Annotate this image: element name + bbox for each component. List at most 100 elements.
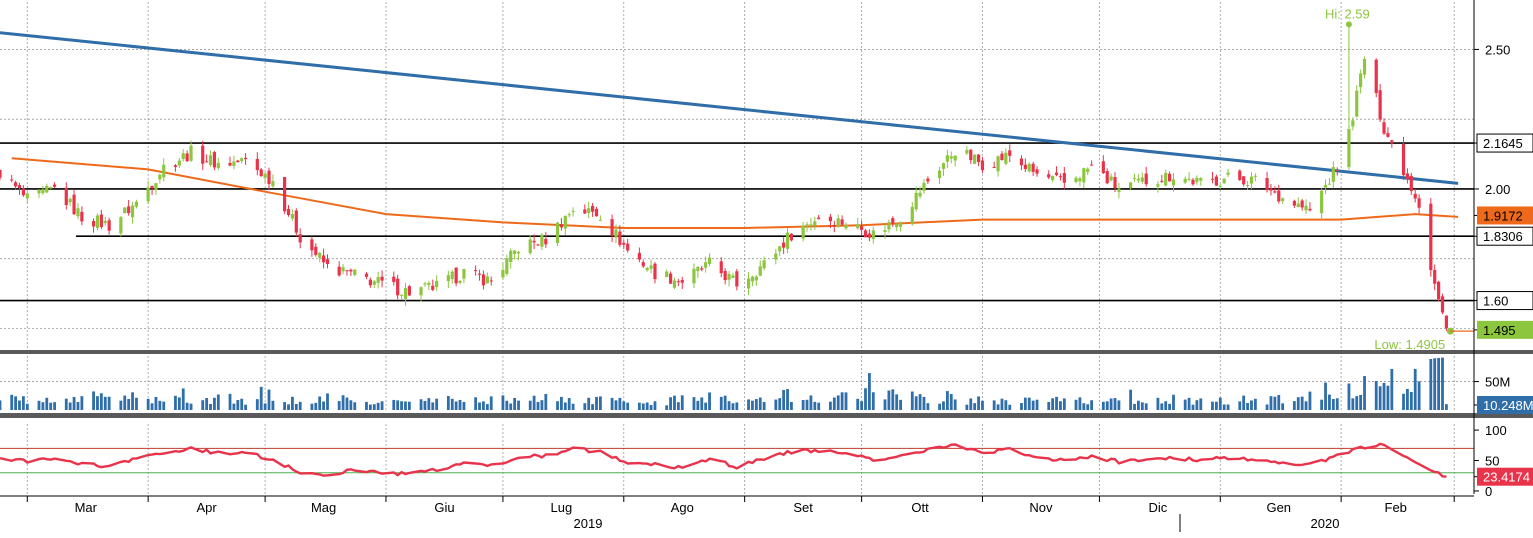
candle-body xyxy=(1242,176,1246,185)
volume-bar xyxy=(489,396,493,410)
volume-bar xyxy=(887,390,891,410)
candle-body xyxy=(1351,120,1355,127)
volume-bar xyxy=(1413,368,1417,410)
high-marker xyxy=(1345,21,1352,28)
candle-body xyxy=(1023,164,1027,170)
candle-body xyxy=(1269,188,1273,191)
volume-bar xyxy=(127,398,131,410)
candle-body xyxy=(727,273,731,280)
candle-body xyxy=(392,276,396,282)
candle-body xyxy=(21,188,25,196)
panel-separator xyxy=(0,350,1533,354)
volume-bar xyxy=(450,398,454,410)
candle-body xyxy=(817,217,821,220)
candle-body xyxy=(130,205,135,218)
candle-body xyxy=(813,221,817,226)
volume-bar xyxy=(419,399,423,410)
candle-body xyxy=(1082,168,1086,183)
candle-body xyxy=(571,210,575,212)
volume-bar xyxy=(708,392,711,410)
candle-body xyxy=(887,222,891,230)
candle-body xyxy=(891,218,895,224)
candle-body xyxy=(1058,176,1063,178)
volume-bar xyxy=(731,403,735,410)
candle-body xyxy=(544,238,548,245)
volume-bar xyxy=(723,395,727,410)
candle-body xyxy=(10,179,14,181)
volume-bar xyxy=(213,397,216,410)
volume-bar xyxy=(1281,403,1285,410)
candle-body xyxy=(205,161,209,163)
volume-bar xyxy=(563,402,567,410)
volume-bar xyxy=(407,401,411,410)
volume-bar xyxy=(1386,385,1390,410)
month-label: Lug xyxy=(551,500,573,515)
volume-bar xyxy=(255,399,259,410)
volume-bar xyxy=(462,401,466,410)
candle-body xyxy=(1074,177,1078,183)
candle-body xyxy=(321,255,326,263)
candle-body xyxy=(1245,184,1250,186)
candle-body xyxy=(949,156,953,159)
volume-bar xyxy=(1164,401,1168,410)
candle-body xyxy=(583,209,587,214)
month-label: Apr xyxy=(197,500,218,515)
volume-bar xyxy=(595,396,598,410)
volume-bar xyxy=(1273,396,1277,410)
candle-body xyxy=(969,149,973,161)
volume-bar xyxy=(404,401,407,410)
candle-body xyxy=(883,230,887,232)
candle-body xyxy=(1390,140,1394,144)
volume-bar xyxy=(380,401,384,410)
candle-body xyxy=(809,224,813,226)
candle-body xyxy=(1109,176,1113,181)
volume-bar xyxy=(267,389,271,410)
volume-bar xyxy=(80,396,84,410)
volume-bar xyxy=(1433,358,1437,410)
volume-bar xyxy=(1187,397,1191,410)
candle-body xyxy=(1195,177,1199,182)
candle-body xyxy=(95,215,100,228)
candle-body xyxy=(134,201,139,207)
volume-bar xyxy=(591,404,594,410)
volume-bar xyxy=(587,397,591,410)
candle-body xyxy=(516,251,521,254)
volume-bar xyxy=(844,392,848,410)
candle-body xyxy=(127,206,131,214)
volume-bar xyxy=(641,403,645,410)
volume-bar xyxy=(1296,397,1300,410)
volume-bar xyxy=(513,397,517,410)
volume-bar xyxy=(926,403,930,410)
volume-bar xyxy=(790,401,793,410)
volume-bar xyxy=(64,398,68,410)
candle-body xyxy=(310,239,314,251)
low-annotation: Low: 1.4905 xyxy=(1374,337,1445,352)
volume-bar xyxy=(1304,401,1308,410)
candle-body xyxy=(1355,90,1359,117)
volume-bar xyxy=(294,403,298,410)
candle-body xyxy=(1405,173,1410,180)
volume-bar xyxy=(817,402,821,410)
month-label: Ago xyxy=(671,500,694,515)
volume-bar xyxy=(1409,391,1413,410)
volume-bar xyxy=(969,398,973,410)
volume-bar xyxy=(883,399,887,410)
candle-body xyxy=(840,219,844,225)
volume-bar xyxy=(345,397,349,410)
candle-body xyxy=(953,155,957,161)
volume-bar xyxy=(918,394,922,410)
candle-body xyxy=(590,205,595,212)
volume-bar xyxy=(992,400,996,410)
volume-bar xyxy=(649,405,653,410)
candle-body xyxy=(707,257,712,264)
candle-body xyxy=(37,189,41,194)
candle-body xyxy=(423,283,427,285)
volume-bar xyxy=(10,394,14,410)
candle-body xyxy=(399,294,404,296)
volume-bar xyxy=(41,402,45,410)
candle-body xyxy=(992,166,996,168)
candle-body xyxy=(1308,208,1312,211)
volume-bar xyxy=(1374,380,1378,410)
candle-body xyxy=(216,162,220,168)
volume-bar xyxy=(1090,400,1094,410)
